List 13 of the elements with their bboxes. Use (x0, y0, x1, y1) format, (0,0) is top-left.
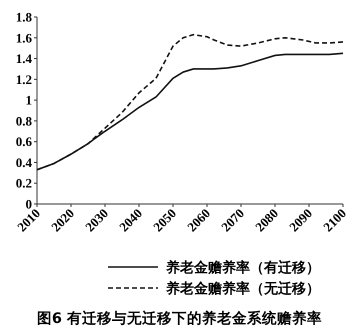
y-tick-label: 0 (26, 196, 32, 212)
y-tick-label: 0.4 (16, 154, 32, 170)
y-tick-label: 1.4 (16, 51, 32, 66)
y-tick-label: 0.6 (16, 134, 32, 150)
y-tick-label: 1 (26, 92, 32, 108)
y-tick-label: 1.2 (16, 72, 32, 87)
legend-label: 养老金赡养率（有迁移） (165, 259, 320, 276)
y-tick-label: 0.8 (16, 113, 32, 128)
text: 图6 有迁移与无迁移下的养老金系统赡养率 (36, 309, 322, 327)
y-tick-label: 0.2 (16, 176, 32, 191)
y-tick-label: 1.8 (16, 10, 32, 24)
legend-label: 养老金赡养率（无迁移） (165, 280, 320, 297)
y-tick-label: 1.6 (16, 30, 32, 46)
